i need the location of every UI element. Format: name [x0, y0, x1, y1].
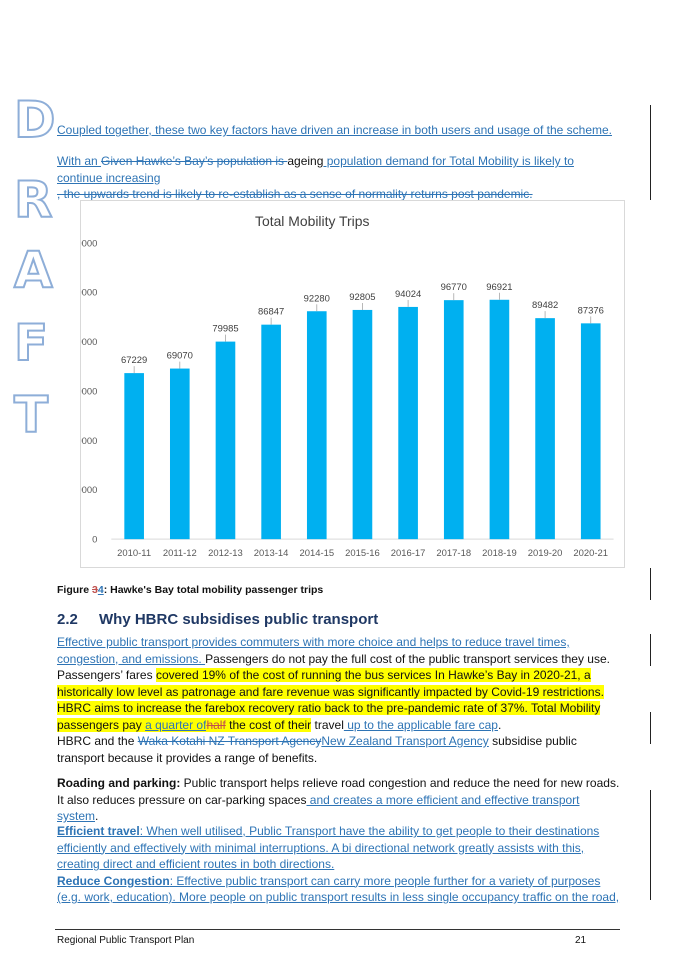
highlighted-text: the cost of their	[225, 717, 312, 732]
chart-bar	[398, 306, 418, 540]
y-tick-label: 120000	[80, 238, 97, 249]
total-mobility-trips-chart: Total Mobility Trips 0 20000 40000 60000 800…	[80, 200, 625, 568]
chart-bar	[215, 341, 236, 540]
chart-bar	[169, 368, 190, 540]
body-paragraph-roading: Roading and parking: Public transport he…	[57, 775, 622, 825]
change-bar	[650, 105, 651, 200]
inserted-text: 4	[97, 584, 104, 596]
x-tick-label: 2011-12	[163, 548, 197, 559]
chart-bar	[535, 318, 555, 540]
bar-series: 67229 2010-11 69070 2011-12 79985 2012-13 8684…	[117, 282, 608, 559]
body-text: .	[95, 809, 99, 823]
watermark-letter: A	[13, 241, 54, 299]
y-tick-label: 60000	[80, 386, 97, 397]
chart-bar	[124, 373, 144, 540]
inserted-text: a quarter of	[145, 717, 207, 732]
data-label: 92280	[304, 293, 330, 304]
y-tick-label: 80000	[80, 337, 97, 348]
inserted-text: up to the applicable fare cap	[343, 717, 498, 732]
chart-bar	[352, 309, 373, 540]
figure-caption: Figure 34: Hawke's Bay total mobility pa…	[57, 584, 323, 596]
y-tick-label: 0	[92, 535, 97, 546]
data-label: 67229	[121, 355, 147, 366]
body-text: .	[497, 717, 502, 732]
inserted-text: population demand for Total Mobility is …	[57, 154, 574, 185]
data-label: 94024	[395, 289, 421, 300]
page-number: 21	[575, 935, 587, 946]
caption-prefix: Figure	[57, 584, 93, 596]
data-label: 79985	[212, 324, 238, 335]
x-tick-label: 2015-16	[345, 548, 380, 559]
y-axis: 0 20000 40000 60000 80000 100000 120000	[80, 238, 97, 546]
change-bar	[650, 790, 651, 822]
chart-bar	[261, 324, 281, 540]
data-label: 87376	[578, 305, 604, 316]
deleted-text: Waka Kotahi NZ Transport Agency	[137, 734, 322, 748]
bold-lead: Roading and parking:	[57, 776, 181, 790]
body-text: HBRC and the	[57, 734, 138, 748]
data-label: 92805	[349, 292, 375, 303]
body-paragraph-efficient: Efficient travel: When well utilised, Pu…	[57, 823, 622, 906]
body-text: subsidise public transport because it pr…	[57, 734, 577, 765]
x-tick-label: 2016-17	[391, 548, 426, 559]
chart-bar	[489, 299, 510, 540]
chart-bar	[443, 300, 464, 540]
chart-bar	[306, 311, 327, 540]
data-label: 86847	[258, 307, 284, 318]
inserted-text: and creates a more efficient and effecti…	[57, 792, 580, 824]
y-tick-label: 100000	[80, 288, 97, 299]
chart-title: Total Mobility Trips	[255, 213, 369, 229]
x-tick-label: 2010-11	[117, 548, 151, 559]
x-tick-label: 2018-19	[482, 548, 517, 559]
body-paragraph-fares: Effective public transport provides comm…	[57, 634, 622, 766]
data-label: 96770	[441, 282, 467, 293]
change-bar	[650, 712, 651, 744]
x-tick-label: 2017-18	[436, 548, 471, 559]
section-heading: 2.2 Why HBRC subsidises public transport	[57, 611, 378, 628]
inserted-text: Effective public transport provides comm…	[57, 635, 570, 666]
footer-divider	[55, 929, 620, 930]
bold-lead: Reduce Congestion	[57, 873, 170, 888]
x-tick-label: 2012-13	[208, 548, 243, 559]
inserted-text: : When well utilised, Public Transport h…	[57, 824, 600, 871]
watermark-letter: F	[13, 314, 49, 372]
intro-paragraph-1: Coupled together, these two key factors …	[57, 122, 622, 139]
x-tick-label: 2014-15	[299, 548, 334, 559]
x-tick-label: 2019-20	[528, 548, 563, 559]
inserted-text: New Zealand Transport Agency	[321, 734, 489, 748]
data-label: 89482	[532, 300, 558, 311]
chart-bar	[580, 323, 601, 540]
change-bar	[650, 822, 651, 900]
deleted-text: half	[206, 717, 226, 732]
intro-paragraph-2: With an Given Hawke’s Bay’s population i…	[57, 153, 622, 203]
data-label: 96921	[486, 282, 512, 293]
data-label: 69070	[167, 351, 193, 362]
bold-lead: Efficient travel	[57, 824, 140, 838]
section-number: 2.2	[57, 611, 78, 628]
deleted-text: 3	[92, 584, 98, 596]
inserted-text: : Effective public transport can carry m…	[57, 873, 620, 905]
caption-text: : Hawke's Bay total mobility passenger t…	[103, 584, 324, 596]
x-tick-label: 2020-21	[573, 548, 608, 559]
x-tick-label: 2013-14	[254, 548, 289, 559]
body-text: Passengers do not pay the full cost of t…	[57, 651, 610, 683]
watermark-letter: T	[13, 386, 49, 444]
deleted-text: , the upwards trend is likely to re-esta…	[57, 187, 533, 201]
section-title: Why HBRC subsidises public transport	[99, 611, 379, 628]
body-text: Public transport helps relieve road cong…	[57, 776, 620, 807]
change-bar	[650, 634, 651, 666]
y-tick-label: 40000	[80, 436, 97, 447]
inserted-text: With an	[57, 154, 102, 168]
inserted-text: Coupled together, these two key factors …	[57, 123, 613, 137]
body-text: ageing	[287, 154, 324, 168]
change-bar	[650, 568, 651, 600]
y-tick-label: 20000	[80, 485, 97, 496]
body-text: travel	[311, 717, 344, 732]
watermark-letter: D	[13, 91, 56, 149]
deleted-text: Given Hawke’s Bay’s population is	[101, 154, 288, 168]
footer-title: Regional Public Transport Plan	[57, 935, 195, 946]
watermark-letter: R	[13, 171, 53, 229]
